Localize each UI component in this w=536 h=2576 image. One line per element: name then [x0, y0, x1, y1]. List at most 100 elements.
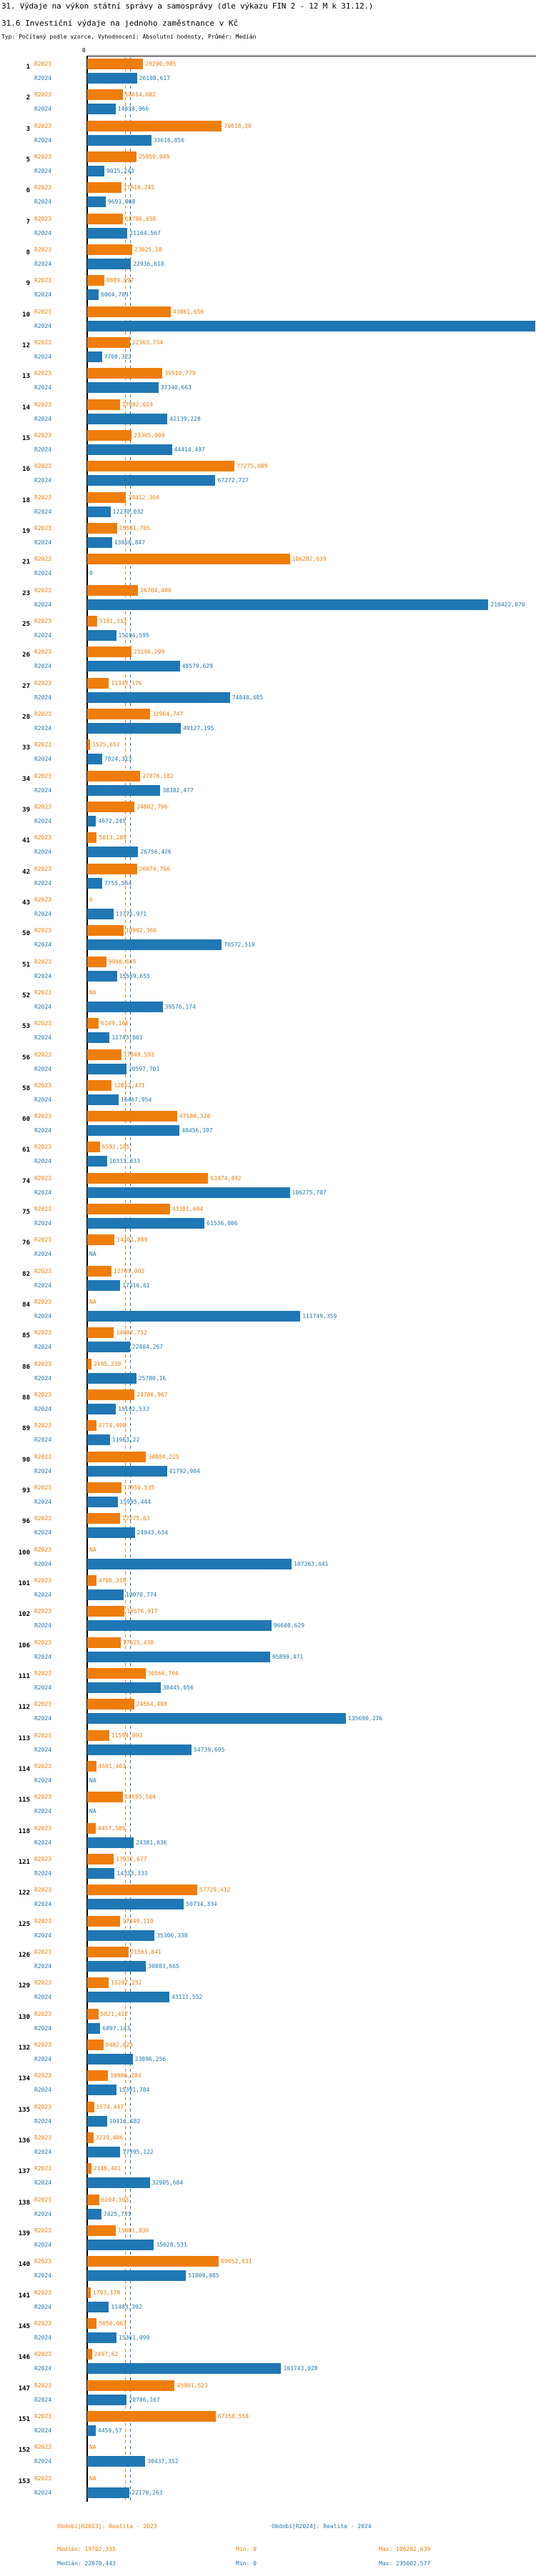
bar[interactable]	[87, 908, 114, 919]
bar-row[interactable]: R2024 12230,032	[0, 506, 536, 518]
bar[interactable]	[87, 336, 130, 348]
bar[interactable]	[87, 599, 489, 610]
bar[interactable]	[87, 2317, 97, 2329]
bar[interactable]	[87, 1637, 121, 1648]
bar-row[interactable]: R2023 45901,523	[0, 2380, 536, 2392]
bar[interactable]	[87, 1884, 198, 1896]
bar[interactable]	[87, 244, 133, 255]
bar[interactable]	[87, 506, 111, 517]
bar-row[interactable]: R2023 67358,558	[0, 2410, 536, 2422]
bar-row[interactable]: R2023 5191,312	[0, 615, 536, 627]
bar[interactable]	[87, 1358, 91, 1369]
bar-row[interactable]: R2024 50734,334	[0, 1899, 536, 1910]
bar-row[interactable]: R2023 15001,836	[0, 2225, 536, 2237]
bar-row[interactable]: R2024 51809,985	[0, 2270, 536, 2282]
bar[interactable]	[87, 1156, 107, 1167]
bar-row[interactable]: R2024 9693,968	[0, 196, 536, 208]
bar[interactable]	[87, 1279, 121, 1291]
bar[interactable]	[87, 2456, 146, 2467]
bar-row[interactable]: R2024 15361,099	[0, 2332, 536, 2344]
bar[interactable]	[87, 2132, 94, 2143]
bar[interactable]	[87, 151, 137, 162]
bar-row[interactable]: R2024 107263,441	[0, 1558, 536, 1570]
bar[interactable]	[87, 1854, 114, 1865]
bar-row[interactable]: R2023 11343,176	[0, 677, 536, 689]
bar[interactable]	[87, 847, 139, 858]
bar-row[interactable]: R2024 15995,444	[0, 1497, 536, 1508]
bar-row[interactable]: R2023 17525,438	[0, 1637, 536, 1649]
bar-row[interactable]: R2023 4457,585	[0, 1822, 536, 1834]
bar[interactable]	[87, 1372, 137, 1384]
bar[interactable]	[87, 1682, 161, 1694]
bar-row[interactable]: R2024 33616,856	[0, 134, 536, 146]
bar-row[interactable]: R2023 5821,412	[0, 2008, 536, 2020]
bar[interactable]	[87, 1497, 118, 1508]
bar-row[interactable]: R2023 23305,009	[0, 429, 536, 441]
bar[interactable]	[87, 429, 132, 441]
bar-row[interactable]: R2024 14938,966	[0, 104, 536, 115]
bar[interactable]	[87, 1342, 130, 1353]
bar-row[interactable]: R2023 21561,841	[0, 1947, 536, 1958]
bar[interactable]	[87, 722, 182, 734]
bar-row[interactable]: R2023 2148,401	[0, 2163, 536, 2175]
bar-row[interactable]: R2023 43861,656	[0, 306, 536, 318]
bar[interactable]	[87, 554, 290, 565]
bar-row[interactable]: R2024 39576,174	[0, 1001, 536, 1013]
bar-row[interactable]: R2024 48579,629	[0, 661, 536, 672]
bar-row[interactable]: R2024 95899,471	[0, 1651, 536, 1663]
bar-row[interactable]: R2024 19070,774	[0, 1589, 536, 1601]
bar-row[interactable]: R2023 9996,549	[0, 956, 536, 968]
bar[interactable]	[87, 120, 222, 131]
bar[interactable]	[87, 2380, 175, 2391]
bar-row[interactable]: R2023 18595,504	[0, 1792, 536, 1803]
bar[interactable]	[87, 2115, 107, 2127]
bar[interactable]	[87, 1744, 192, 1755]
bar-row[interactable]: R2024 17395,122	[0, 2146, 536, 2158]
bar-row[interactable]: R2024 24943,634	[0, 1527, 536, 1539]
bar[interactable]	[87, 2008, 99, 2020]
bar-row[interactable]: R2023 12852,471	[0, 1079, 536, 1092]
bar-row[interactable]: R2023 NA	[0, 987, 536, 999]
bar[interactable]	[87, 104, 116, 115]
bar[interactable]	[87, 1111, 177, 1122]
bar[interactable]	[87, 692, 230, 703]
bar-row[interactable]: R2023 8482,625	[0, 2040, 536, 2051]
bar[interactable]	[87, 2194, 99, 2205]
bar-row[interactable]: R2023 10986,284	[0, 2070, 536, 2082]
bar-row[interactable]: R2023 NA	[0, 2473, 536, 2485]
bar[interactable]	[87, 1868, 115, 1879]
bar-row[interactable]: R2024 26108,617	[0, 73, 536, 84]
bar-row[interactable]: R2023 106282,639	[0, 554, 536, 565]
bar[interactable]	[87, 2163, 91, 2175]
bar-row[interactable]: R2023 6592,105	[0, 1142, 536, 1153]
bar[interactable]	[87, 1079, 112, 1091]
bar[interactable]	[87, 522, 117, 534]
bar-row[interactable]: R2023 70618,36	[0, 120, 536, 132]
bar-row[interactable]: R2024 41792,904	[0, 1465, 536, 1477]
bar-row[interactable]: R2024 13775,971	[0, 908, 536, 920]
bar-row[interactable]: R2024 25780,16	[0, 1372, 536, 1384]
bar-row[interactable]: R2024 111749,359	[0, 1311, 536, 1322]
bar-row[interactable]: R2023 43381,604	[0, 1204, 536, 1215]
bar[interactable]	[87, 1063, 126, 1074]
bar[interactable]	[87, 275, 104, 286]
bar-row[interactable]: R2023 5056,063	[0, 2317, 536, 2330]
bar-row[interactable]: R2023 29290,985	[0, 59, 536, 70]
bar[interactable]	[87, 925, 124, 937]
bar-row[interactable]: R2024 22936,618	[0, 258, 536, 270]
bar[interactable]	[87, 1947, 129, 1958]
bar-row[interactable]: R2024 15391,784	[0, 2085, 536, 2096]
bar-row[interactable]: R2023 17849,593	[0, 1049, 536, 1061]
bar-row[interactable]: R2024 7708,322	[0, 351, 536, 363]
bar-row[interactable]: R2024 54739,695	[0, 1744, 536, 1756]
bar[interactable]	[87, 2287, 91, 2298]
bar-row[interactable]: R2024 210422,076	[0, 599, 536, 611]
bar[interactable]	[87, 1651, 270, 1662]
bar[interactable]	[87, 2239, 154, 2250]
bar[interactable]	[87, 1929, 155, 1941]
bar-row[interactable]: R2024 7425,731	[0, 2208, 536, 2220]
bar[interactable]	[87, 832, 97, 844]
bar-row[interactable]: R2024 49127,195	[0, 722, 536, 734]
bar[interactable]	[87, 1218, 205, 1229]
bar-row[interactable]: R2023 18992,366	[0, 925, 536, 937]
